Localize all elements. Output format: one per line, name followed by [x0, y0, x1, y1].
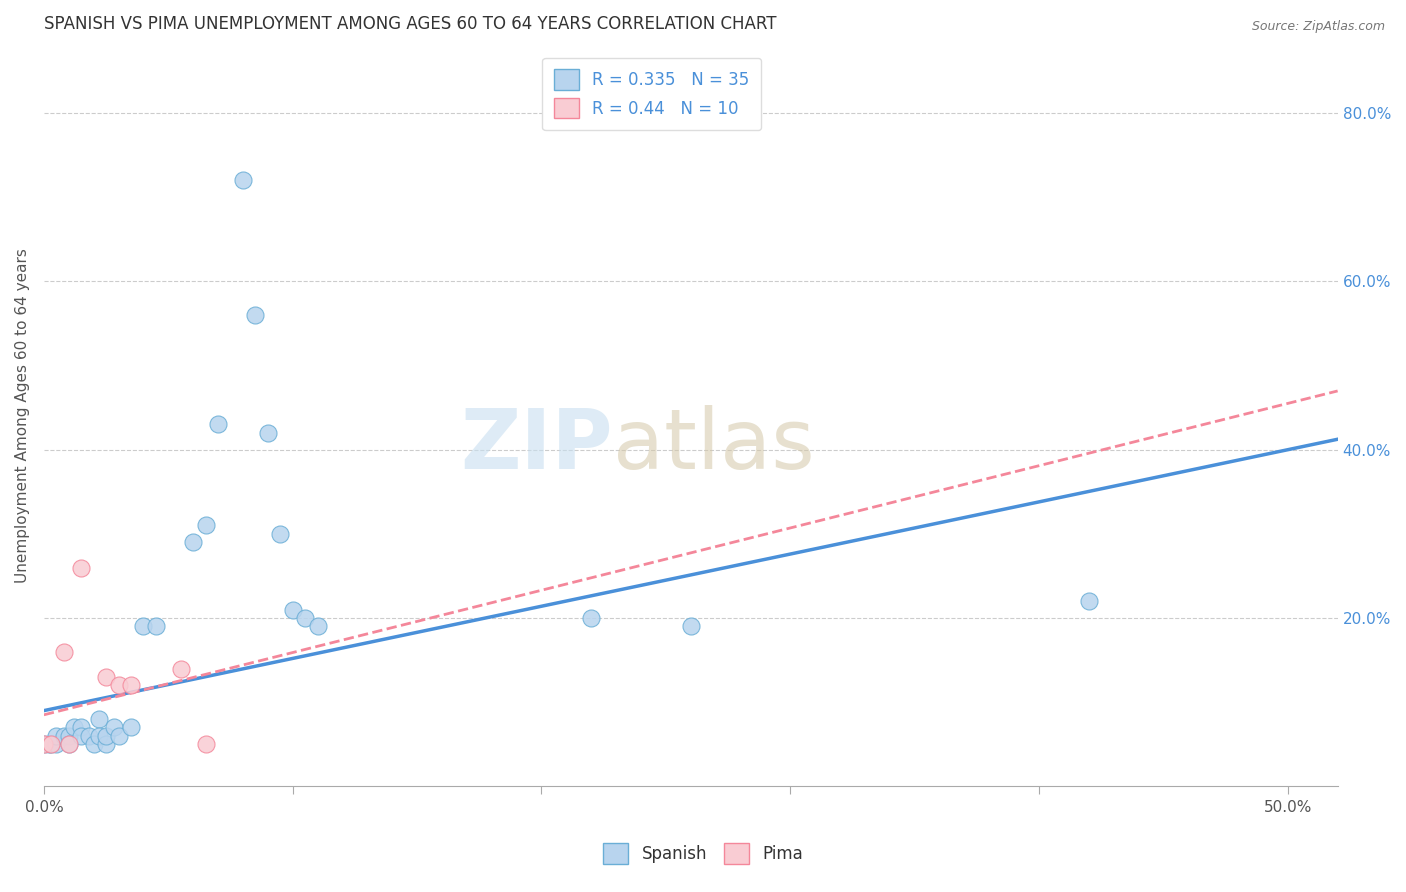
- Point: [41, 737, 63, 751]
- Point: [58, 737, 80, 751]
- Point: [38, 737, 60, 751]
- Point: [87, 729, 110, 743]
- Point: [94, 670, 117, 684]
- Point: [245, 308, 267, 322]
- Text: ZIP: ZIP: [461, 405, 613, 486]
- Point: [83, 737, 105, 751]
- Point: [294, 611, 316, 625]
- Point: [1077, 594, 1099, 608]
- Point: [207, 417, 229, 432]
- Point: [269, 526, 291, 541]
- Point: [52, 729, 75, 743]
- Point: [581, 611, 603, 625]
- Point: [52, 645, 75, 659]
- Point: [679, 619, 702, 633]
- Point: [58, 737, 80, 751]
- Point: [120, 721, 142, 735]
- Point: [41, 737, 63, 751]
- Point: [307, 619, 329, 633]
- Point: [170, 661, 193, 675]
- Point: [45, 729, 67, 743]
- Text: atlas: atlas: [613, 405, 815, 486]
- Point: [232, 173, 254, 187]
- Point: [107, 678, 129, 692]
- Point: [32, 737, 55, 751]
- Point: [32, 737, 55, 751]
- Point: [194, 518, 217, 533]
- Point: [120, 678, 142, 692]
- Point: [94, 729, 117, 743]
- Legend: Spanish, Pima: Spanish, Pima: [596, 837, 810, 871]
- Point: [181, 535, 204, 549]
- Point: [256, 425, 278, 440]
- Point: [70, 721, 93, 735]
- Point: [132, 619, 155, 633]
- Text: Source: ZipAtlas.com: Source: ZipAtlas.com: [1251, 20, 1385, 33]
- Point: [194, 737, 217, 751]
- Y-axis label: Unemployment Among Ages 60 to 64 years: Unemployment Among Ages 60 to 64 years: [15, 249, 30, 583]
- Point: [58, 729, 80, 743]
- Point: [145, 619, 167, 633]
- Point: [45, 737, 67, 751]
- Point: [103, 721, 125, 735]
- Point: [77, 729, 100, 743]
- Legend: R = 0.335   N = 35, R = 0.44   N = 10: R = 0.335 N = 35, R = 0.44 N = 10: [543, 58, 762, 130]
- Text: SPANISH VS PIMA UNEMPLOYMENT AMONG AGES 60 TO 64 YEARS CORRELATION CHART: SPANISH VS PIMA UNEMPLOYMENT AMONG AGES …: [44, 15, 776, 33]
- Point: [62, 721, 84, 735]
- Point: [281, 602, 304, 616]
- Point: [70, 560, 93, 574]
- Point: [70, 729, 93, 743]
- Point: [107, 729, 129, 743]
- Point: [87, 712, 110, 726]
- Point: [94, 737, 117, 751]
